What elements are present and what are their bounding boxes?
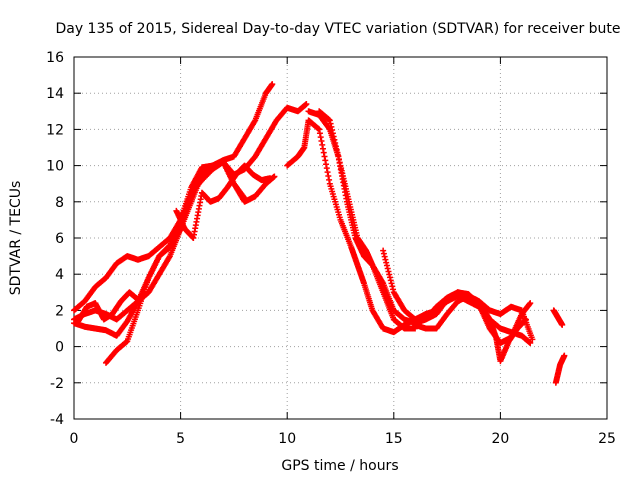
y-tick-label: 16 [46, 50, 64, 66]
data-point [320, 149, 327, 156]
data-point [321, 153, 328, 160]
data-point [386, 274, 393, 281]
data-point [326, 117, 333, 124]
data-point [380, 250, 387, 257]
y-tick-label: 8 [55, 195, 64, 211]
data-point [381, 253, 388, 260]
x-tick-label: 15 [385, 431, 403, 447]
y-tick-label: 4 [55, 267, 64, 283]
data-point [267, 175, 274, 182]
data-point [269, 81, 276, 88]
chart-title: Day 135 of 2015, Sidereal Day-to-day VTE… [55, 21, 620, 37]
data-point [325, 172, 332, 179]
data-point [326, 176, 333, 183]
y-tick-label: 2 [55, 303, 64, 319]
y-tick-label: 0 [55, 340, 64, 356]
data-point [529, 336, 536, 343]
data-point [559, 321, 566, 328]
data-point [527, 339, 534, 346]
data-point [389, 283, 396, 290]
data-point [303, 101, 310, 108]
data-point [527, 300, 534, 307]
x-axis-label: GPS time / hours [281, 458, 398, 474]
data-point [386, 271, 393, 278]
data-point [324, 169, 331, 176]
data-point [383, 262, 390, 269]
data-point [327, 120, 334, 127]
data-point [271, 173, 278, 180]
x-tick-label: 20 [491, 431, 509, 447]
data-point [561, 352, 568, 359]
y-axis-label: SDTVAR / TECUs [8, 181, 24, 296]
series-arc-9 [316, 108, 536, 343]
data-point [316, 126, 323, 133]
y-tick-label: 6 [55, 231, 64, 247]
x-tick-label: 0 [70, 431, 79, 447]
y-axis: -4 -2 0 2 4 6 8 10 12 14 16 [46, 50, 607, 428]
data-point [334, 149, 341, 156]
y-tick-label: -2 [50, 376, 64, 392]
series-arc-5 [75, 289, 141, 325]
series-arc-6 [173, 162, 274, 241]
data-point [382, 256, 389, 263]
series-arc-4 [102, 158, 278, 366]
x-tick-label: 5 [176, 431, 185, 447]
data-point [383, 259, 390, 266]
data-point [332, 139, 339, 146]
series-arc-12 [550, 307, 566, 328]
data-point [332, 143, 339, 150]
series-arc-13 [552, 352, 568, 386]
y-tick-label: 12 [46, 122, 64, 138]
data-point [318, 138, 325, 145]
data-point [330, 133, 337, 140]
series-arc-2 [71, 101, 310, 339]
data-point [384, 265, 391, 272]
data-point [388, 280, 395, 287]
data-point [336, 159, 343, 166]
y-tick-label: 10 [46, 159, 64, 175]
x-axis: 0 5 10 15 20 25 [70, 57, 616, 447]
data-point [329, 130, 336, 137]
y-tick-label: 14 [46, 86, 64, 102]
data-point [316, 130, 323, 137]
series-arc-3 [71, 158, 248, 314]
grid-lines [74, 57, 607, 419]
data-point [319, 145, 326, 152]
y-tick-label: -4 [50, 412, 64, 428]
data-point [323, 165, 330, 172]
data-points [71, 81, 568, 386]
data-point [385, 268, 392, 275]
data-point [134, 296, 141, 303]
series-arc-11 [412, 292, 529, 365]
data-point [323, 161, 330, 168]
data-point [522, 316, 529, 323]
data-point [335, 156, 342, 163]
data-point [387, 277, 394, 284]
x-tick-label: 25 [598, 431, 616, 447]
plot-frame [73, 56, 608, 420]
data-point [333, 146, 340, 153]
data-point [317, 134, 324, 141]
data-point [329, 127, 336, 134]
data-point [322, 157, 329, 164]
data-point [328, 123, 335, 130]
data-point [335, 152, 342, 159]
data-point [319, 141, 326, 148]
data-point [331, 136, 338, 143]
x-tick-label: 10 [278, 431, 296, 447]
data-point [390, 286, 397, 293]
data-point [380, 247, 387, 254]
